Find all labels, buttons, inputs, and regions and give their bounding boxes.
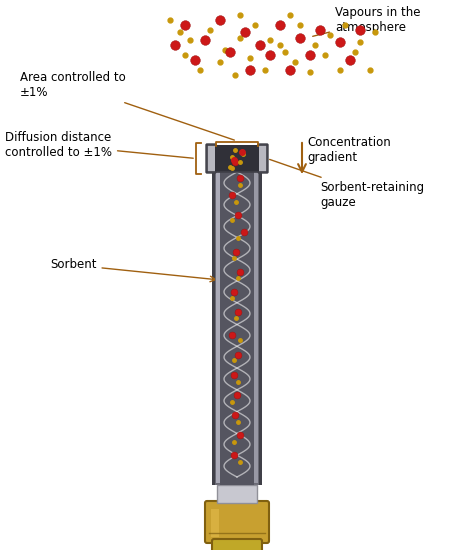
Bar: [212, 160, 262, 485]
FancyBboxPatch shape: [212, 539, 262, 550]
Bar: [217, 485, 257, 503]
Text: Concentration
gradient: Concentration gradient: [307, 136, 391, 164]
FancyBboxPatch shape: [205, 501, 269, 543]
FancyBboxPatch shape: [206, 144, 216, 173]
FancyBboxPatch shape: [258, 144, 268, 173]
Text: Vapours in the
atmosphere: Vapours in the atmosphere: [313, 6, 420, 36]
Bar: [211, 509, 219, 537]
Bar: [215, 160, 259, 485]
Bar: [254, 162, 258, 483]
Bar: [215, 145, 259, 172]
Text: Sorbent-retaining
gauze: Sorbent-retaining gauze: [270, 160, 424, 209]
Bar: [220, 160, 254, 485]
Text: Diffusion distance
controlled to ±1%: Diffusion distance controlled to ±1%: [5, 131, 193, 159]
Text: Sorbent: Sorbent: [50, 258, 216, 282]
Text: Area controlled to
±1%: Area controlled to ±1%: [20, 71, 234, 140]
Bar: [216, 162, 220, 483]
